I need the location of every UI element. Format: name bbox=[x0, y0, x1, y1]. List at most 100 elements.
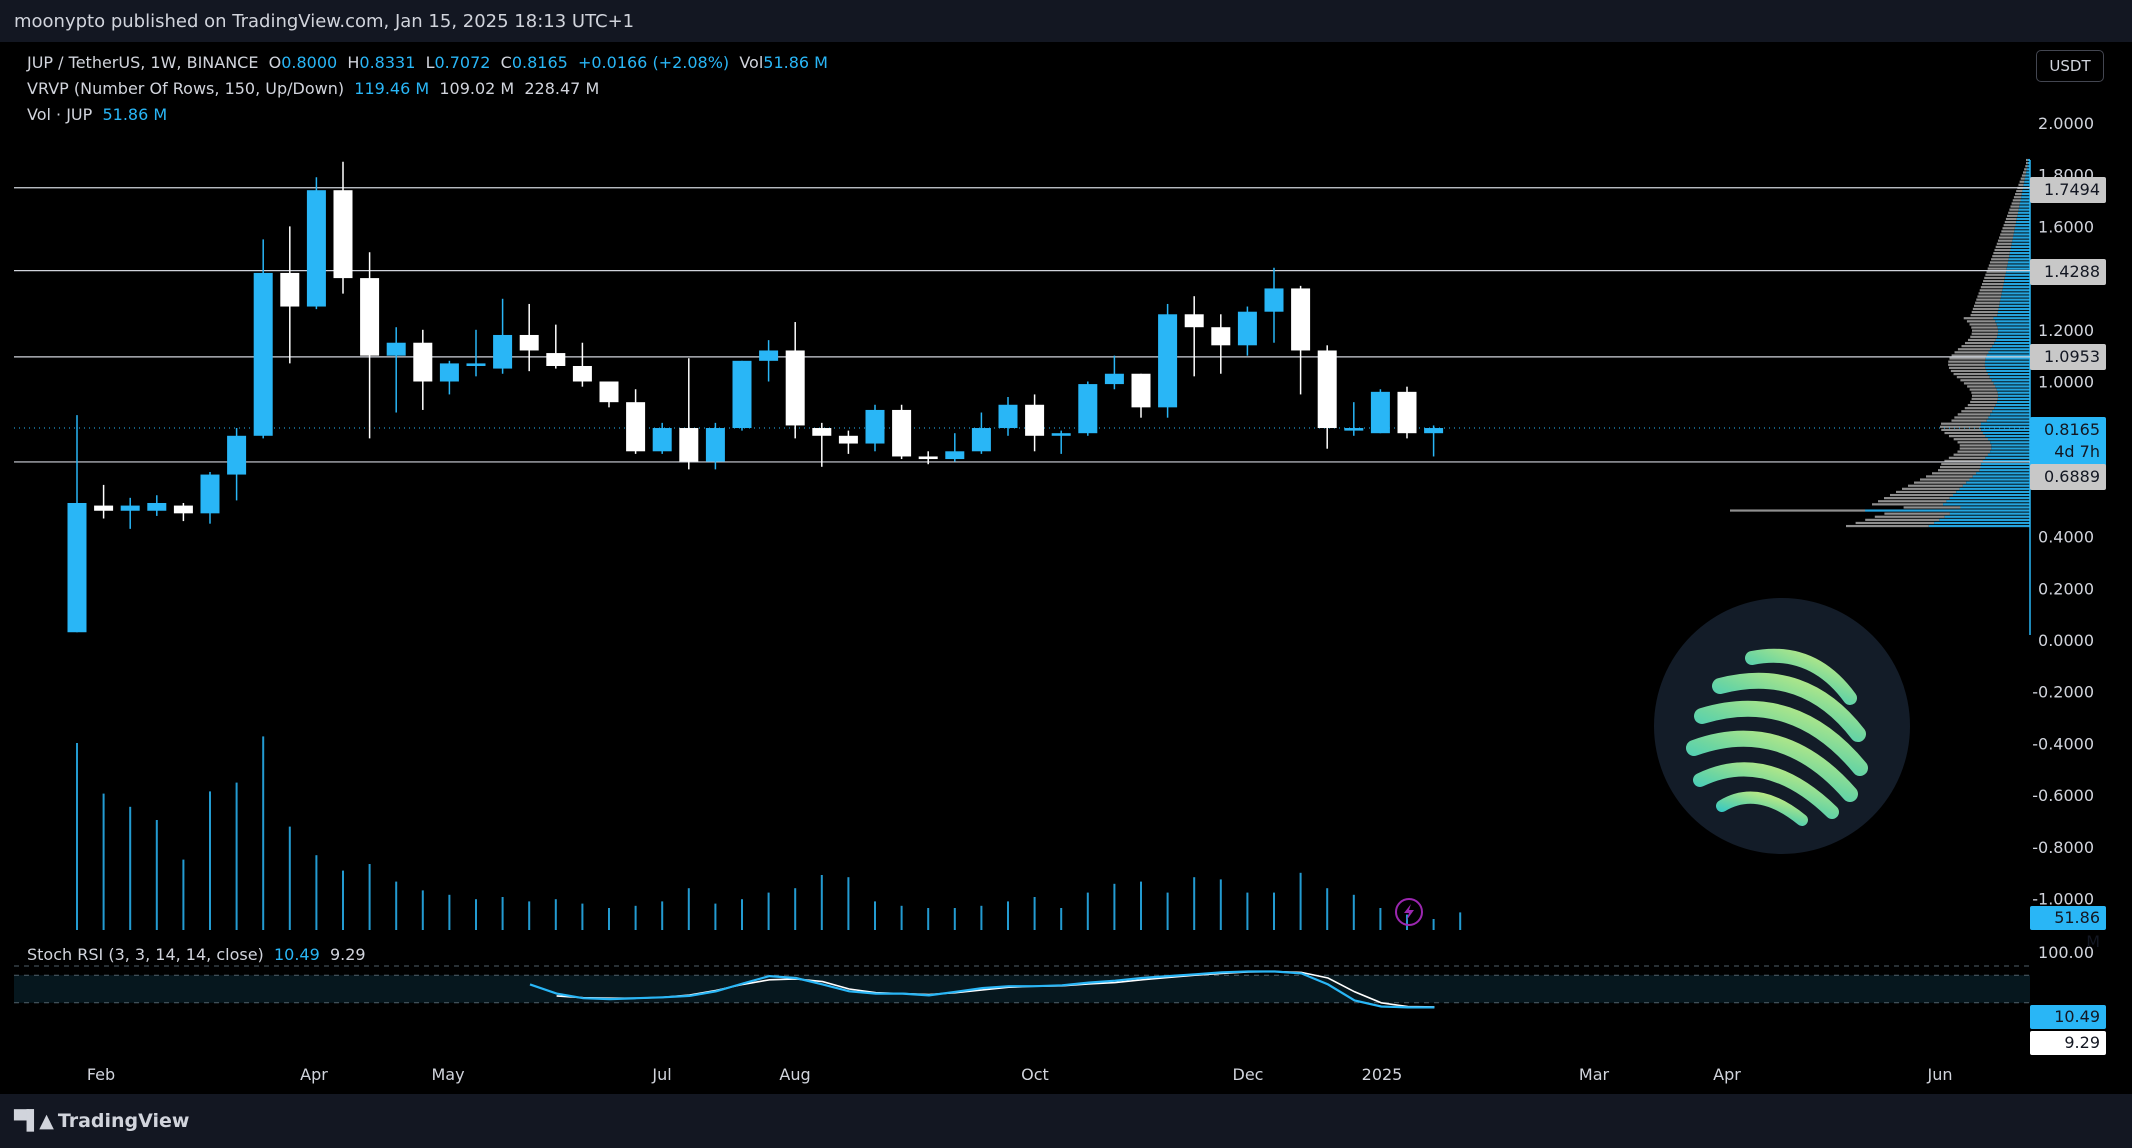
vp-row-down bbox=[1941, 428, 1982, 431]
candle-body bbox=[812, 428, 832, 436]
vp-row-down bbox=[1944, 459, 1983, 463]
vp-row-up bbox=[1962, 484, 2030, 487]
candle-body bbox=[945, 451, 965, 460]
vp-row-down bbox=[1970, 335, 1998, 338]
candle-body bbox=[200, 474, 220, 514]
vp-row-down bbox=[1971, 310, 1998, 314]
vp-row-up bbox=[1985, 360, 2030, 363]
vp-row-up bbox=[2012, 239, 2030, 242]
candle-body bbox=[1291, 288, 1311, 351]
vp-row-down bbox=[1874, 515, 1945, 518]
legend-open: 0.8000 bbox=[281, 53, 338, 72]
volume-bar bbox=[1352, 894, 1355, 930]
vp-row-down bbox=[1884, 497, 1950, 500]
price-axis-label: 1.6000 bbox=[2038, 217, 2094, 236]
chart-frame[interactable] bbox=[14, 42, 2118, 1094]
vp-row-down bbox=[1971, 329, 1999, 332]
volume-bar bbox=[1166, 892, 1169, 930]
vp-row-down bbox=[2002, 227, 2015, 230]
time-axis-label: 2025 bbox=[1362, 1065, 1403, 1084]
level-tag-1: 1.7494 bbox=[2030, 177, 2106, 203]
volume-bar bbox=[1406, 914, 1408, 930]
vp-row-down bbox=[2018, 183, 2024, 186]
volume-bar bbox=[1219, 879, 1222, 930]
volume-bar bbox=[794, 888, 797, 930]
vp-row-down bbox=[1959, 447, 1992, 450]
vp-row-down bbox=[2015, 193, 2022, 196]
tradingview-logo-icon: ▀▌▲ bbox=[14, 1110, 54, 1132]
vp-row-down bbox=[1997, 239, 2013, 242]
tradingview-footer[interactable]: ▀▌▲ TradingView bbox=[14, 1110, 189, 1132]
vp-row-up bbox=[2002, 289, 2030, 292]
time-axis-label: Jul bbox=[651, 1065, 671, 1084]
legend-vol-label: Vol bbox=[739, 53, 764, 72]
vp-row-down bbox=[1948, 360, 1986, 363]
legend-volume: Vol · JUP 51.86 M bbox=[27, 105, 167, 124]
time-axis-label: Aug bbox=[779, 1065, 810, 1084]
vp-row-up bbox=[2022, 189, 2030, 193]
vp-row-up bbox=[2005, 273, 2030, 276]
vp-row-up bbox=[2012, 236, 2030, 239]
candle-body bbox=[865, 409, 885, 444]
vp-row-up bbox=[2024, 180, 2030, 183]
vp-row-down bbox=[1967, 403, 1996, 407]
currency-button[interactable]: USDT bbox=[2036, 50, 2104, 82]
volume-bar bbox=[76, 743, 78, 930]
vp-row-down bbox=[1959, 444, 1992, 447]
volume-bar bbox=[1246, 892, 1249, 930]
vp-row-down bbox=[1972, 307, 1999, 311]
top-bar: moonypto published on TradingView.com, J… bbox=[0, 0, 2132, 42]
candle-body bbox=[493, 334, 513, 369]
stoch-d: 9.29 bbox=[329, 945, 366, 964]
vp-row-down bbox=[1941, 462, 1982, 466]
vp-row-up bbox=[2025, 174, 2030, 177]
legend-symbol[interactable]: JUP / TetherUS, 1W, BINANCE bbox=[27, 53, 259, 72]
vp-row-up bbox=[1995, 403, 2030, 407]
vp-row-down bbox=[1971, 394, 1999, 397]
vp-row-up bbox=[1981, 462, 2030, 466]
vp-row-down bbox=[1920, 478, 1970, 481]
volume-bar bbox=[1007, 901, 1009, 930]
vp-row-up bbox=[1982, 459, 2030, 463]
candle-body bbox=[732, 360, 752, 429]
candle-body bbox=[1264, 288, 1284, 312]
vp-row-down bbox=[2007, 214, 2018, 217]
horizontal-levels bbox=[14, 187, 2030, 463]
vp-row-up bbox=[2011, 242, 2030, 245]
vp-row-up bbox=[2008, 258, 2030, 261]
vp-row-down bbox=[1846, 524, 1929, 528]
vp-row-down bbox=[1993, 251, 2010, 255]
volume-bar bbox=[262, 736, 265, 930]
candle-body bbox=[1158, 314, 1178, 408]
candle-body bbox=[306, 190, 326, 307]
volume-bar bbox=[634, 905, 637, 930]
volume-bar bbox=[687, 888, 690, 930]
price-axis-label: 1.0000 bbox=[2038, 373, 2094, 392]
vp-row-up bbox=[2011, 245, 2030, 248]
vp-row-down bbox=[1971, 326, 1998, 329]
vp-row-down bbox=[1884, 512, 1950, 515]
vp-row-up bbox=[1985, 456, 2030, 459]
vp-row-down bbox=[1966, 320, 1996, 323]
vp-row-up bbox=[2001, 295, 2030, 298]
volume-bar bbox=[1033, 897, 1036, 930]
vp-row-down bbox=[2005, 217, 2017, 221]
volume-bar bbox=[1140, 881, 1142, 930]
volume-bar bbox=[1379, 908, 1382, 930]
vp-row-down bbox=[2008, 211, 2019, 214]
vp-row-down bbox=[1970, 400, 1998, 404]
vp-row-up bbox=[2016, 217, 2030, 221]
vp-row-up bbox=[2027, 158, 2030, 162]
candle-body bbox=[572, 365, 592, 382]
candle-body bbox=[1397, 391, 1417, 434]
volume-title[interactable]: Vol · JUP bbox=[27, 105, 93, 124]
legend-close-label: C bbox=[500, 53, 512, 72]
vrvp-title[interactable]: VRVP (Number Of Rows, 150, Up/Down) bbox=[27, 79, 345, 98]
stoch-title[interactable]: Stoch RSI (3, 3, 14, 14, close) bbox=[27, 945, 264, 964]
vp-row-down bbox=[1971, 332, 1998, 335]
price-axis-label: 0.2000 bbox=[2038, 579, 2094, 598]
vp-row-down bbox=[1964, 407, 1995, 410]
candle-body bbox=[626, 402, 646, 452]
vp-row-up bbox=[1946, 500, 2030, 503]
